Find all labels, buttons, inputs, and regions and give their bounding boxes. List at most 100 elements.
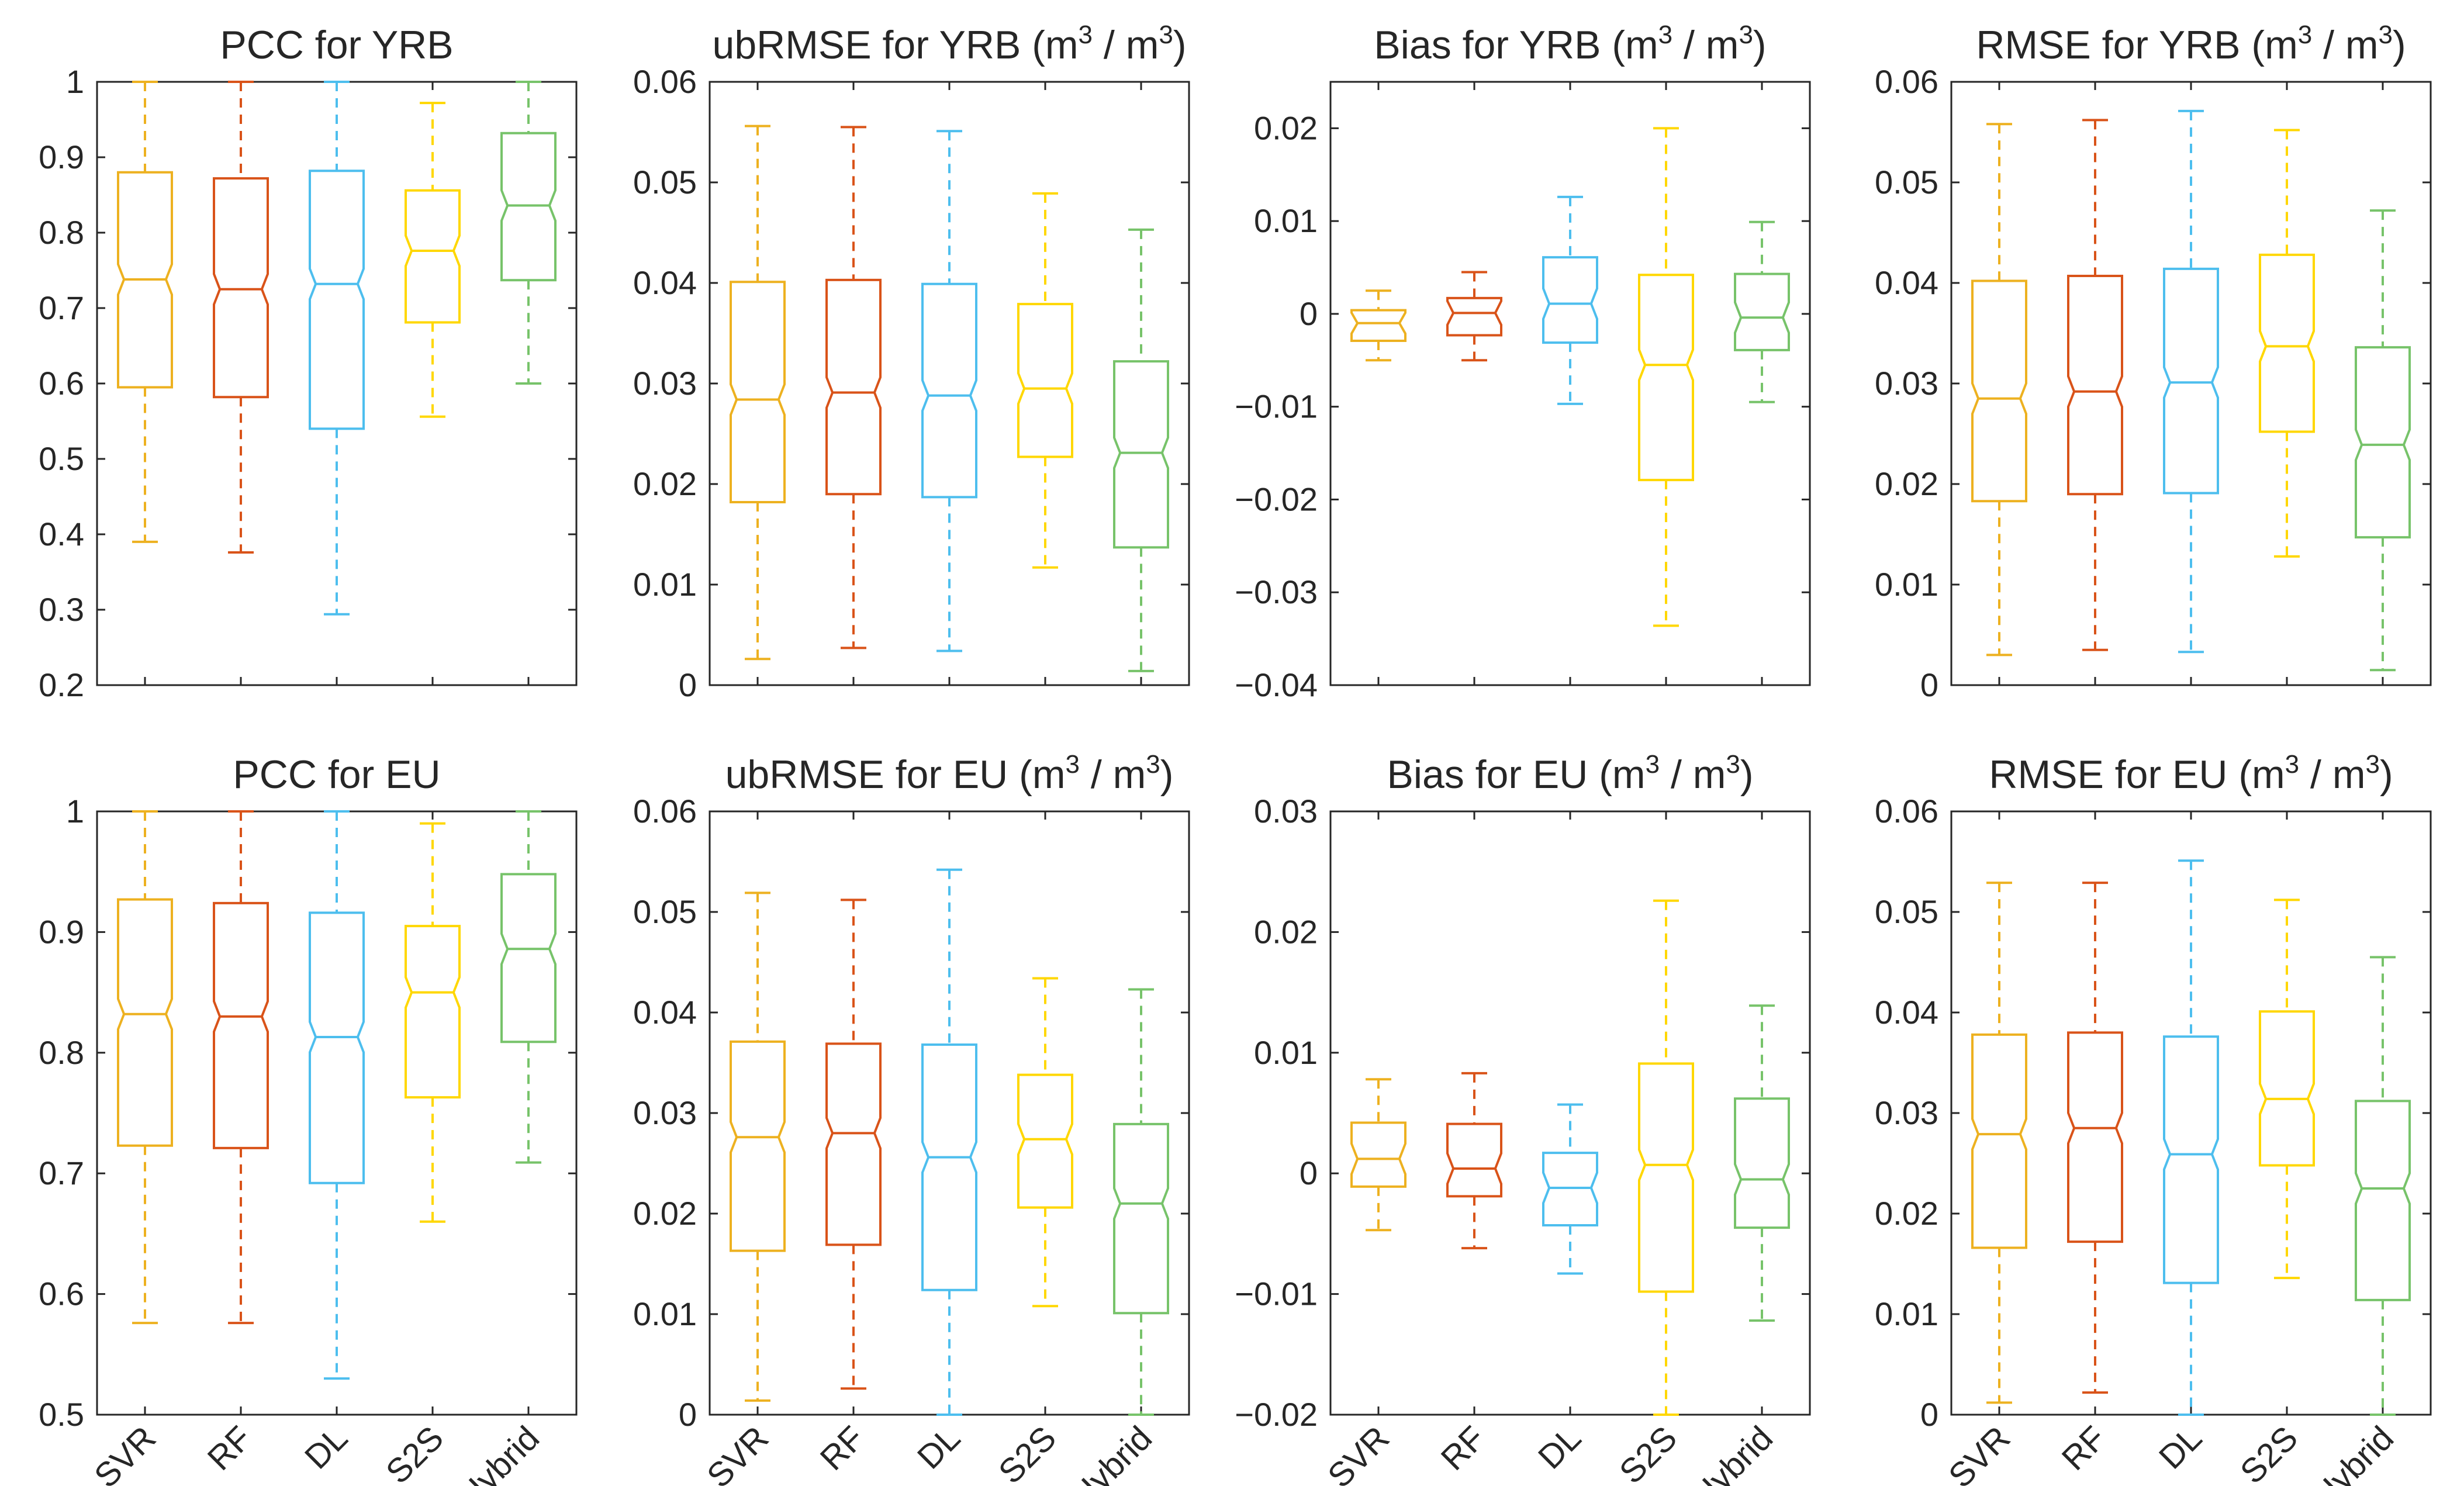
box-dl: [921, 82, 977, 685]
chart-panel: RMSE for EU (m3 / m3)0.060.050.040.030.0…: [1875, 750, 2432, 1486]
x-category-label: Hybrid: [451, 1419, 547, 1486]
box-hybrid: [1734, 82, 1790, 685]
box-iqr: [1971, 1033, 2027, 1249]
chart-title-unit: 3: [1739, 20, 1753, 49]
chart-title-unit: (m: [1588, 752, 1645, 797]
box-rf: RF: [1434, 811, 1502, 1478]
chart-title-main: RMSE for YRB: [1976, 23, 2240, 67]
x-category-label: Hybrid: [1063, 1419, 1159, 1486]
box-iqr: [1542, 256, 1598, 344]
box-iqr: [1638, 1062, 1694, 1293]
box-svr: SVR: [1321, 811, 1406, 1486]
y-tick-label: 0.02: [633, 465, 697, 502]
chart-title: ubRMSE for EU (m3 / m3): [725, 750, 1174, 797]
chart-title-unit: 3: [2298, 20, 2312, 49]
box-iqr: [1350, 1121, 1406, 1188]
box-svr: [1350, 82, 1406, 685]
x-category-label: S2S: [2233, 1419, 2305, 1486]
chart-title-unit: / m: [2299, 752, 2365, 797]
y-tick-label: 0.06: [633, 63, 697, 100]
chart-title-unit: 3: [1646, 750, 1660, 779]
x-category-label: S2S: [1612, 1419, 1684, 1486]
chart-title: PCC for YRB: [220, 23, 453, 67]
y-tick-label: 0: [679, 1396, 697, 1433]
box-dl: [309, 81, 365, 685]
box-hybrid: Hybrid: [1063, 811, 1169, 1486]
chart-title-main: ubRMSE for YRB: [713, 23, 1021, 67]
y-tick-label: 0: [1300, 295, 1318, 332]
y-tick-label: 0.03: [633, 365, 697, 402]
y-tick-label: −0.04: [1235, 666, 1318, 703]
box-svr: SVR: [87, 810, 173, 1486]
y-tick-label: 0.9: [39, 139, 84, 175]
box-svr: [1971, 82, 2027, 685]
chart-title-unit: / m: [2312, 23, 2378, 67]
y-tick-label: 0.5: [39, 1396, 84, 1433]
y-tick-label: 0.06: [1875, 793, 1938, 830]
chart-panel: PCC for YRB 1 0.9 0.8 0.7 0.6 0.5 0.4 0.3 0.2: [39, 23, 578, 703]
box-rf: [2067, 82, 2123, 685]
box-hybrid: [1113, 82, 1169, 685]
box-iqr: [825, 1042, 882, 1246]
chart-title: RMSE for YRB (m3 / m3): [1976, 20, 2406, 67]
x-category-label: RF: [813, 1419, 872, 1478]
chart-title-main: Bias for EU: [1387, 752, 1588, 797]
x-category-label: Hybrid: [2305, 1419, 2401, 1486]
chart-title-unit: 3: [1159, 20, 1173, 49]
box-iqr: [921, 1043, 977, 1291]
box-iqr: [2259, 253, 2315, 433]
y-tick-label: 0.02: [1875, 1195, 1938, 1232]
y-tick-label: 1: [66, 63, 84, 100]
box-iqr: [2259, 1010, 2315, 1167]
chart-title-unit: (m: [1021, 23, 1078, 67]
box-iqr: [309, 170, 365, 430]
box-iqr: [1113, 360, 1169, 549]
x-category-label: DL: [298, 1419, 355, 1476]
y-tick-label: 0.8: [39, 214, 84, 251]
x-category-label: SVR: [87, 1419, 163, 1486]
chart-title-unit: (m: [2241, 23, 2298, 67]
chart-panel: ubRMSE for EU (m3 / m3)0.060.050.040.030…: [633, 750, 1190, 1486]
y-tick-label: 0.7: [39, 1155, 84, 1191]
box-svr: [117, 81, 173, 685]
box-iqr: [1542, 1152, 1598, 1226]
chart-title-unit: ): [1173, 23, 1187, 67]
x-category-label: RF: [201, 1419, 260, 1478]
x-category-label: DL: [910, 1419, 967, 1476]
y-tick-label: −0.01: [1235, 388, 1318, 425]
box-iqr: [500, 873, 557, 1043]
box-hybrid: [500, 81, 557, 685]
box-s2s: S2S: [2233, 811, 2315, 1486]
y-tick-label: 0.8: [39, 1034, 84, 1071]
y-tick-label: 0.6: [39, 1276, 84, 1312]
box-iqr: [825, 278, 882, 496]
box-iqr: [1734, 272, 1790, 351]
x-category-label: S2S: [379, 1419, 451, 1486]
box-dl: DL: [298, 810, 365, 1477]
y-tick-label: 0.03: [1875, 365, 1938, 402]
chart-title: Bias for YRB (m3 / m3): [1374, 20, 1766, 67]
box-iqr: [213, 177, 269, 399]
box-iqr: [405, 189, 461, 324]
box-rf: [1446, 82, 1502, 685]
y-tick-label: −0.02: [1235, 1396, 1318, 1433]
y-tick-label: 0.9: [39, 913, 84, 950]
box-iqr: [2067, 274, 2123, 496]
y-tick-label: 0.05: [1875, 164, 1938, 201]
x-category-label: DL: [1531, 1419, 1588, 1476]
chart-title-unit: ): [2380, 752, 2393, 797]
y-tick-label: 0.04: [1875, 994, 1938, 1031]
box-rf: RF: [201, 810, 269, 1478]
y-tick-label: 1: [66, 793, 84, 830]
y-tick-label: 0: [1920, 1396, 1938, 1433]
y-tick-label: 0.02: [633, 1195, 697, 1232]
chart-title-unit: 3: [1065, 750, 1079, 779]
y-tick-label: −0.02: [1235, 481, 1318, 517]
y-tick-label: 0.4: [39, 516, 84, 552]
box-svr: [730, 82, 786, 685]
chart-title-unit: / m: [1080, 752, 1146, 797]
box-iqr: [117, 171, 173, 389]
box-hybrid: [2355, 82, 2411, 685]
